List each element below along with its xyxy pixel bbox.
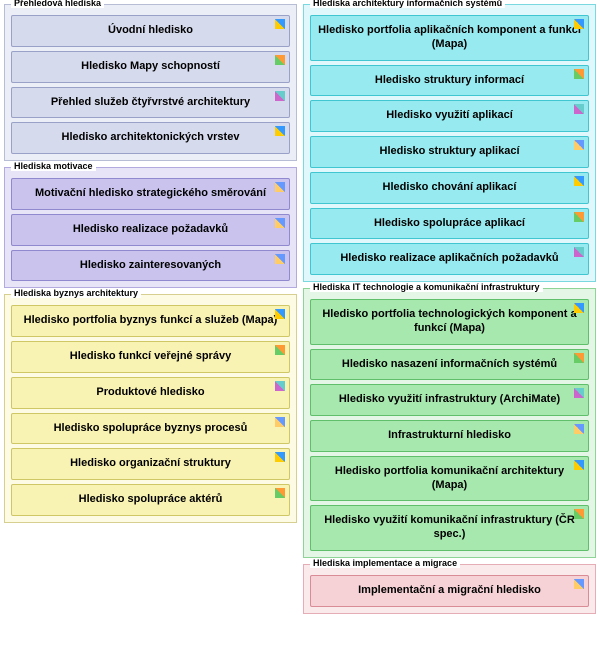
panel: Přehledová hlediskaÚvodní hlediskoHledis… bbox=[4, 4, 297, 161]
viewpoint-item[interactable]: Hledisko portfolia aplikačních komponent… bbox=[310, 15, 589, 61]
viewpoint-label: Hledisko struktury aplikací bbox=[380, 145, 520, 157]
viewpoint-item[interactable]: Hledisko spolupráce aktérů bbox=[11, 484, 290, 516]
viewpoint-label: Hledisko využití aplikací bbox=[386, 109, 513, 121]
viewpoint-type-icon bbox=[574, 353, 584, 363]
viewpoint-label: Hledisko portfolia byznys funkcí a služe… bbox=[24, 314, 278, 326]
column-left: Přehledová hlediskaÚvodní hlediskoHledis… bbox=[4, 4, 297, 614]
viewpoint-label: Hledisko spolupráce byznys procesů bbox=[54, 422, 248, 434]
viewpoint-item[interactable]: Hledisko portfolia komunikační architekt… bbox=[310, 456, 589, 502]
viewpoint-label: Hledisko Mapy schopností bbox=[81, 60, 220, 72]
panel-title: Hlediska implementace a migrace bbox=[310, 558, 460, 568]
panel-title: Hlediska byznys architektury bbox=[11, 288, 141, 298]
viewpoint-type-icon bbox=[275, 126, 285, 136]
viewpoint-label: Hledisko portfolia technologických kompo… bbox=[322, 308, 576, 334]
viewpoint-type-icon bbox=[574, 460, 584, 470]
viewpoint-item[interactable]: Hledisko realizace aplikačních požadavků bbox=[310, 243, 589, 275]
viewpoint-label: Hledisko spolupráce aktérů bbox=[79, 493, 223, 505]
viewpoint-label: Hledisko využití komunikační infrastrukt… bbox=[324, 514, 575, 540]
viewpoint-type-icon bbox=[574, 140, 584, 150]
viewpoint-item[interactable]: Hledisko zainteresovaných bbox=[11, 250, 290, 282]
viewpoint-type-icon bbox=[275, 254, 285, 264]
viewpoint-type-icon bbox=[275, 488, 285, 498]
viewpoint-type-icon bbox=[574, 69, 584, 79]
viewpoint-label: Hledisko architektonických vrstev bbox=[62, 131, 240, 143]
viewpoint-label: Implementační a migrační hledisko bbox=[358, 584, 541, 596]
viewpoint-label: Úvodní hledisko bbox=[108, 24, 193, 36]
viewpoint-item[interactable]: Hledisko nasazení informačních systémů bbox=[310, 349, 589, 381]
viewpoint-type-icon bbox=[275, 19, 285, 29]
viewpoint-type-icon bbox=[275, 182, 285, 192]
viewpoint-item[interactable]: Hledisko portfolia byznys funkcí a služe… bbox=[11, 305, 290, 337]
viewpoint-item[interactable]: Hledisko využití komunikační infrastrukt… bbox=[310, 505, 589, 551]
panel-title: Hlediska IT technologie a komunikační in… bbox=[310, 282, 543, 292]
viewpoint-item[interactable]: Motivační hledisko strategického směrová… bbox=[11, 178, 290, 210]
viewpoint-item[interactable]: Hledisko realizace požadavků bbox=[11, 214, 290, 246]
panel-title: Hlediska motivace bbox=[11, 161, 96, 171]
viewpoint-item[interactable]: Infrastrukturní hledisko bbox=[310, 420, 589, 452]
panel: Hlediska motivaceMotivační hledisko stra… bbox=[4, 167, 297, 288]
viewpoint-label: Hledisko organizační struktury bbox=[70, 457, 231, 469]
viewpoint-item[interactable]: Hledisko spolupráce byznys procesů bbox=[11, 413, 290, 445]
viewpoint-label: Hledisko využití infrastruktury (ArchiMa… bbox=[339, 393, 560, 405]
viewpoint-item[interactable]: Implementační a migrační hledisko bbox=[310, 575, 589, 607]
panel-title: Hlediska architektury informačních systé… bbox=[310, 0, 505, 8]
viewpoint-item[interactable]: Hledisko využití infrastruktury (ArchiMa… bbox=[310, 384, 589, 416]
viewpoint-item[interactable]: Hledisko architektonických vrstev bbox=[11, 122, 290, 154]
viewpoint-type-icon bbox=[275, 345, 285, 355]
viewpoint-type-icon bbox=[574, 247, 584, 257]
viewpoint-type-icon bbox=[574, 212, 584, 222]
viewpoint-type-icon bbox=[275, 452, 285, 462]
viewpoint-type-icon bbox=[574, 579, 584, 589]
viewpoint-item[interactable]: Hledisko organizační struktury bbox=[11, 448, 290, 480]
viewpoint-label: Hledisko struktury informací bbox=[375, 74, 524, 86]
panel: Hlediska implementace a migraceImplement… bbox=[303, 564, 596, 614]
viewpoint-label: Infrastrukturní hledisko bbox=[388, 429, 511, 441]
viewpoint-item[interactable]: Hledisko struktury informací bbox=[310, 65, 589, 97]
viewpoint-item[interactable]: Hledisko funkcí veřejné správy bbox=[11, 341, 290, 373]
viewpoint-label: Hledisko portfolia aplikačních komponent… bbox=[318, 24, 581, 50]
layout-columns: Přehledová hlediskaÚvodní hlediskoHledis… bbox=[4, 4, 596, 614]
viewpoint-label: Hledisko nasazení informačních systémů bbox=[342, 358, 557, 370]
panel: Hlediska IT technologie a komunikační in… bbox=[303, 288, 596, 558]
viewpoint-item[interactable]: Hledisko portfolia technologických kompo… bbox=[310, 299, 589, 345]
viewpoint-type-icon bbox=[574, 388, 584, 398]
panel: Hlediska byznys architekturyHledisko por… bbox=[4, 294, 297, 523]
viewpoint-label: Hledisko portfolia komunikační architekt… bbox=[335, 465, 564, 491]
viewpoint-item[interactable]: Produktové hledisko bbox=[11, 377, 290, 409]
viewpoint-type-icon bbox=[275, 91, 285, 101]
viewpoint-type-icon bbox=[574, 303, 584, 313]
viewpoint-label: Hledisko spolupráce aplikací bbox=[374, 217, 525, 229]
viewpoint-type-icon bbox=[574, 176, 584, 186]
viewpoint-label: Hledisko realizace aplikačních požadavků bbox=[340, 252, 558, 264]
viewpoint-item[interactable]: Hledisko struktury aplikací bbox=[310, 136, 589, 168]
viewpoint-label: Hledisko funkcí veřejné správy bbox=[70, 350, 231, 362]
viewpoint-item[interactable]: Úvodní hledisko bbox=[11, 15, 290, 47]
viewpoint-item[interactable]: Hledisko spolupráce aplikací bbox=[310, 208, 589, 240]
viewpoint-label: Hledisko realizace požadavků bbox=[73, 223, 228, 235]
viewpoint-type-icon bbox=[574, 424, 584, 434]
viewpoint-type-icon bbox=[574, 19, 584, 29]
viewpoint-label: Hledisko chování aplikací bbox=[383, 181, 517, 193]
viewpoint-label: Produktové hledisko bbox=[96, 386, 204, 398]
viewpoint-type-icon bbox=[275, 218, 285, 228]
viewpoint-item[interactable]: Přehled služeb čtyřvrstvé architektury bbox=[11, 87, 290, 119]
viewpoint-label: Přehled služeb čtyřvrstvé architektury bbox=[51, 96, 250, 108]
viewpoint-type-icon bbox=[275, 417, 285, 427]
viewpoint-item[interactable]: Hledisko Mapy schopností bbox=[11, 51, 290, 83]
column-right: Hlediska architektury informačních systé… bbox=[303, 4, 596, 614]
viewpoint-item[interactable]: Hledisko využití aplikací bbox=[310, 100, 589, 132]
viewpoint-type-icon bbox=[275, 381, 285, 391]
viewpoint-type-icon bbox=[275, 55, 285, 65]
viewpoint-type-icon bbox=[574, 509, 584, 519]
panel-title: Přehledová hlediska bbox=[11, 0, 104, 8]
viewpoint-item[interactable]: Hledisko chování aplikací bbox=[310, 172, 589, 204]
viewpoint-type-icon bbox=[275, 309, 285, 319]
panel: Hlediska architektury informačních systé… bbox=[303, 4, 596, 282]
viewpoint-type-icon bbox=[574, 104, 584, 114]
viewpoint-label: Motivační hledisko strategického směrová… bbox=[35, 187, 266, 199]
viewpoint-label: Hledisko zainteresovaných bbox=[80, 259, 221, 271]
